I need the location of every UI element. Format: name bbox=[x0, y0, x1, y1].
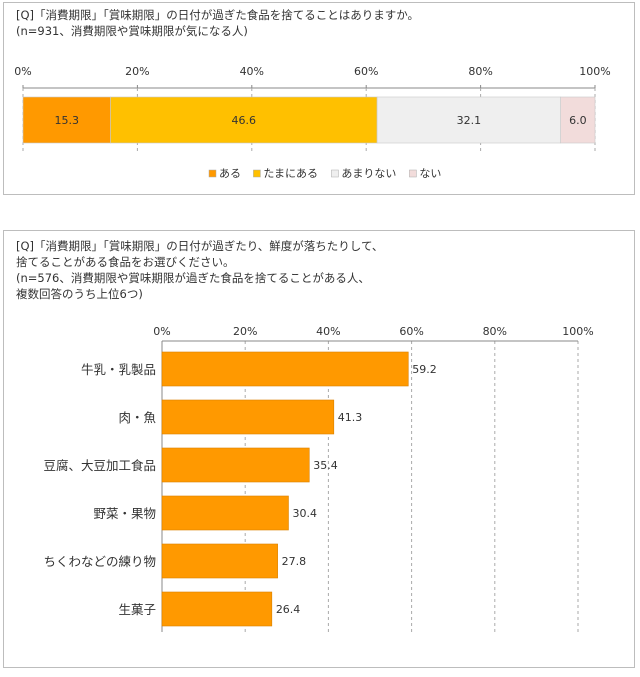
tick-label: 60% bbox=[354, 65, 378, 78]
sample-note-2-line1: (n=576、消費期限や賞味期限が過ぎた食品を捨てることがある人、 bbox=[16, 271, 370, 285]
category-label: 肉・魚 bbox=[118, 410, 156, 425]
data-label: 30.4 bbox=[292, 507, 317, 520]
data-label: 41.3 bbox=[338, 411, 363, 424]
category-label: 豆腐、大豆加工食品 bbox=[43, 458, 156, 473]
tick-label: 80% bbox=[468, 65, 492, 78]
data-label: 15.3 bbox=[55, 114, 80, 127]
bar bbox=[161, 543, 278, 579]
data-label: 59.2 bbox=[412, 363, 437, 376]
bar bbox=[161, 591, 273, 627]
legend-swatch bbox=[208, 169, 217, 178]
tick-label: 20% bbox=[125, 65, 149, 78]
question-text-2-line2: 捨てることがある食品をお選びください。 bbox=[16, 255, 235, 269]
category-label: 野菜・果物 bbox=[93, 506, 156, 521]
bar-segment bbox=[22, 96, 111, 144]
data-label: 26.4 bbox=[276, 603, 301, 616]
legend-label: ある bbox=[219, 167, 241, 180]
stacked-bar-chart: 0% 20% 40% 60% 80% 100% 15.3 46.6 32.1 6.0 ある たまにある… bbox=[14, 65, 610, 180]
tick-label: 60% bbox=[399, 325, 423, 338]
question-text-1: [Q]「消費期限」「賞味期限」の日付が過ぎた食品を捨てることはありますか。 bbox=[16, 8, 420, 22]
sample-note-2-line2: 複数回答のうち上位6つ) bbox=[16, 287, 143, 301]
sample-note-1: (n=931、消費期限や賞味期限が気になる人) bbox=[16, 24, 248, 38]
bar bbox=[161, 447, 310, 483]
bar-segment bbox=[110, 96, 378, 144]
legend-label: たまにある bbox=[263, 167, 318, 180]
question-text-2-line1: [Q]「消費期限」「賞味期限」の日付が過ぎたり、鮮度が落ちたりして、 bbox=[16, 239, 384, 253]
tick-label: 20% bbox=[233, 325, 257, 338]
tick-label: 100% bbox=[562, 325, 593, 338]
data-label: 32.1 bbox=[457, 114, 482, 127]
legend-swatch bbox=[253, 169, 261, 178]
category-label: 牛乳・乳製品 bbox=[81, 362, 156, 377]
chart-panel-1: [Q]「消費期限」「賞味期限」の日付が過ぎた食品を捨てることはありますか。 (n… bbox=[3, 2, 635, 195]
bar bbox=[161, 495, 289, 531]
tick-label: 0% bbox=[153, 325, 170, 338]
legend-swatch bbox=[331, 169, 339, 178]
tick-label: 0% bbox=[14, 65, 31, 78]
legend-label: あまりない bbox=[341, 167, 396, 180]
category-label: ちくわなどの練り物 bbox=[43, 554, 156, 569]
data-label: 6.0 bbox=[569, 114, 587, 127]
legend-label: ない bbox=[419, 167, 441, 180]
horizontal-bar-chart: 0% 20% 40% 60% 80% 100% 59.2 牛乳・乳製品 41.3 肉・魚 35.4 豆… bbox=[43, 325, 594, 632]
tick-label: 100% bbox=[579, 65, 610, 78]
legend-swatch bbox=[409, 169, 417, 178]
category-label: 生菓子 bbox=[118, 602, 156, 617]
bar bbox=[161, 351, 409, 387]
data-label: 27.8 bbox=[282, 555, 307, 568]
tick-label: 40% bbox=[240, 65, 264, 78]
data-label: 46.6 bbox=[232, 114, 257, 127]
tick-label: 80% bbox=[483, 325, 507, 338]
tick-label: 40% bbox=[316, 325, 340, 338]
data-label: 35.4 bbox=[313, 459, 338, 472]
bar bbox=[161, 399, 335, 435]
bar-segment bbox=[560, 96, 596, 144]
chart-panel-2: [Q]「消費期限」「賞味期限」の日付が過ぎたり、鮮度が落ちたりして、 捨てること… bbox=[3, 230, 635, 668]
